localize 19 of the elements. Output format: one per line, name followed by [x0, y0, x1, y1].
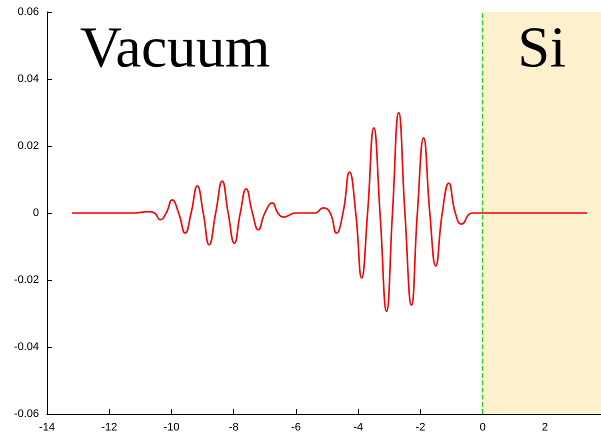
x-tick-label: -6 [291, 422, 301, 434]
line-series [71, 112, 588, 312]
y-tick-label: -0.04 [14, 341, 39, 353]
annotation: Vacuum [80, 14, 270, 80]
y-tick-label: -0.02 [14, 274, 39, 286]
x-tick-label: 0 [480, 422, 486, 434]
x-tick-label: -12 [101, 422, 118, 434]
x-tick-label: -2 [416, 422, 426, 434]
y-tick-label: 0.02 [18, 140, 39, 152]
x-tick-label: -4 [353, 422, 364, 434]
x-tick-label: -10 [164, 422, 180, 434]
x-tick-label: 2 [542, 422, 548, 434]
y-tick-label: 0 [32, 207, 39, 219]
y-tick-label: 0.06 [18, 6, 39, 18]
x-tick-label: -8 [228, 422, 239, 434]
y-tick-label: -0.06 [14, 408, 39, 420]
band-label: Si [518, 14, 566, 80]
x-tick-label: -14 [39, 422, 55, 434]
y-tick-label: 0.04 [18, 73, 39, 85]
